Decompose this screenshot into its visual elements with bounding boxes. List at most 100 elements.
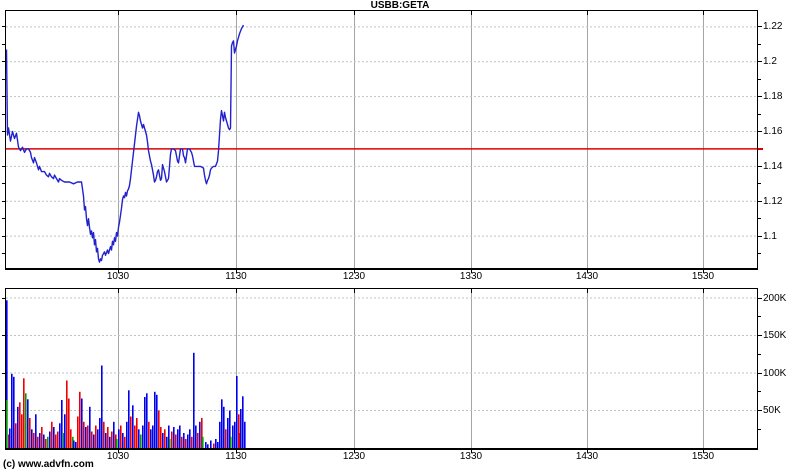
- volume-bar: [234, 421, 236, 448]
- volume-bar: [107, 427, 109, 448]
- volume-x-axis-label: 1430: [575, 451, 599, 462]
- volume-bar: [166, 436, 168, 448]
- volume-bar: [128, 390, 130, 448]
- volume-bar: [37, 436, 39, 448]
- price-x-axis-tick: [703, 270, 704, 273]
- volume-bar: [59, 423, 61, 448]
- price-y-axis-tick-left: [2, 200, 5, 202]
- price-chart-panel: [5, 10, 758, 270]
- volume-y-axis-label: 200K: [763, 292, 787, 304]
- volume-bar: [132, 405, 134, 448]
- volume-bar: [150, 429, 152, 448]
- volume-bar: [23, 378, 25, 448]
- volume-bar: [124, 436, 126, 448]
- price-y-axis-tick-left: [2, 165, 5, 167]
- price-y-axis-tick-left: [2, 96, 5, 98]
- volume-bar: [181, 436, 183, 448]
- volume-bar: [66, 380, 68, 448]
- price-y-minor-tick-left: [2, 218, 5, 220]
- volume-bar: [138, 429, 140, 448]
- price-x-axis-tick: [236, 270, 237, 273]
- price-y-minor-tick: [758, 183, 761, 185]
- price-y-axis-tick-left: [2, 130, 5, 132]
- volume-y-axis-label: 50K: [763, 405, 781, 416]
- price-x-axis-label: 1430: [575, 271, 599, 282]
- price-y-axis-label: 1.2: [763, 56, 777, 68]
- price-y-axis-tick: [758, 61, 762, 63]
- price-y-axis-label: 1.14: [763, 160, 783, 172]
- volume-bar: [53, 427, 55, 448]
- volume-bar: [122, 433, 124, 448]
- price-y-minor-tick: [758, 253, 761, 255]
- volume-bar: [227, 418, 229, 448]
- volume-bar: [55, 434, 57, 448]
- volume-bar: [215, 439, 217, 448]
- volume-bar: [6, 300, 8, 448]
- volume-bar: [29, 418, 31, 448]
- volume-x-axis-label: 1130: [225, 451, 247, 462]
- volume-bar: [41, 427, 43, 448]
- volume-bar: [99, 418, 101, 448]
- volume-x-axis-tick: [236, 450, 237, 453]
- volume-bar: [191, 436, 193, 448]
- volume-y-axis-tick: [758, 335, 762, 336]
- volume-bar: [164, 429, 166, 448]
- volume-bar: [179, 425, 181, 448]
- volume-bar: [75, 442, 77, 448]
- ref-price-tick: [758, 147, 763, 150]
- volume-bar: [207, 444, 209, 448]
- chart-title: USBB:GETA: [370, 0, 430, 11]
- volume-bar: [142, 425, 144, 448]
- price-y-axis-label: 1.12: [763, 195, 783, 207]
- price-x-axis-tick: [587, 270, 588, 273]
- volume-bar: [197, 433, 199, 448]
- volume-x-axis-tick: [471, 450, 472, 453]
- volume-y-axis-tick-left: [2, 410, 5, 411]
- volume-y-minor-tick: [758, 316, 761, 318]
- volume-bar: [236, 376, 238, 448]
- price-x-axis-tick: [118, 270, 119, 273]
- volume-bar: [232, 425, 234, 448]
- volume-bar: [13, 376, 15, 448]
- volume-x-axis-tick: [703, 450, 704, 453]
- volume-bar: [87, 425, 89, 448]
- price-x-axis-tick: [354, 270, 355, 273]
- volume-bar: [113, 421, 115, 448]
- volume-bar: [148, 421, 150, 448]
- volume-bar: [83, 421, 85, 448]
- volume-bar: [85, 427, 87, 448]
- volume-bar: [73, 440, 75, 448]
- volume-bar: [244, 421, 246, 448]
- volume-bar: [217, 442, 219, 448]
- volume-bar: [210, 440, 212, 448]
- volume-bar: [240, 409, 242, 448]
- price-y-axis-tick-left: [2, 235, 5, 237]
- volume-bar: [173, 427, 175, 448]
- volume-bar: [213, 443, 215, 448]
- volume-bar: [169, 439, 171, 448]
- volume-bar: [49, 431, 51, 448]
- volume-bar: [199, 421, 201, 448]
- volume-bar: [19, 402, 21, 448]
- copyright-watermark: (c) www.advfn.com: [3, 459, 94, 470]
- volume-bar: [101, 365, 103, 448]
- volume-bar: [25, 393, 27, 448]
- volume-bar: [61, 400, 63, 448]
- volume-bar: [219, 421, 221, 448]
- volume-y-axis-tick: [758, 410, 762, 411]
- volume-bar: [118, 429, 120, 448]
- volume-bar: [45, 439, 47, 448]
- volume-bar: [11, 373, 13, 448]
- volume-x-axis-label: 1530: [691, 451, 715, 462]
- volume-bar: [43, 434, 45, 448]
- volume-x-axis-label: 1030: [106, 451, 130, 462]
- volume-bar: [111, 431, 113, 448]
- volume-bar: [77, 416, 79, 448]
- price-x-axis-tick: [471, 270, 472, 273]
- volume-bar: [33, 433, 35, 448]
- volume-bar: [15, 423, 17, 448]
- price-y-minor-tick: [758, 218, 761, 220]
- price-y-minor-tick-left: [2, 253, 5, 255]
- volume-bar: [17, 406, 19, 448]
- price-y-axis-label: 1.22: [763, 21, 783, 33]
